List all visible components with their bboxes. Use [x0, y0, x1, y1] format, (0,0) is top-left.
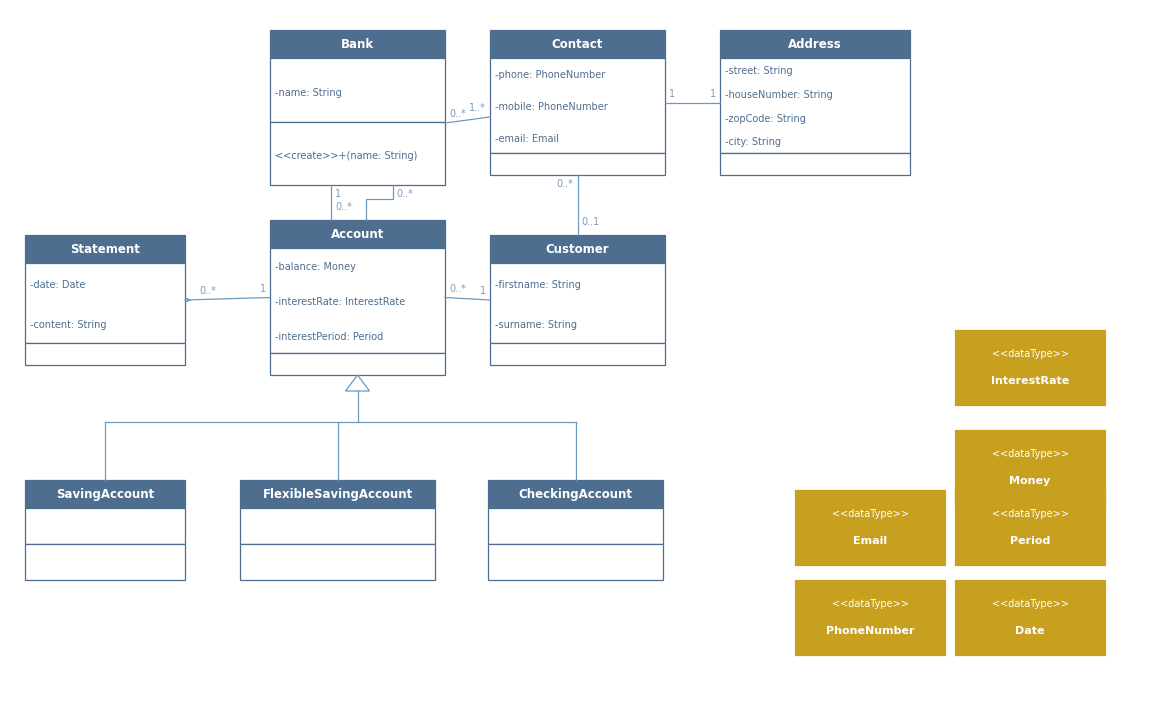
Text: <<dataType>>: <<dataType>> [992, 509, 1069, 519]
Bar [489, 263, 665, 343]
Bar [489, 30, 665, 58]
Bar [955, 330, 1105, 405]
Text: 0..*: 0..* [396, 189, 414, 199]
Bar [270, 58, 445, 122]
Bar [795, 490, 944, 565]
Text: -content: String: -content: String [30, 320, 107, 330]
Polygon shape [346, 375, 370, 391]
Text: <<dataType>>: <<dataType>> [832, 509, 909, 519]
Text: -interestRate: InterestRate: -interestRate: InterestRate [275, 297, 406, 307]
Text: -city: String: -city: String [725, 137, 781, 147]
Bar [720, 153, 910, 175]
Text: -balance: Money: -balance: Money [275, 262, 356, 273]
Text: -mobile: PhoneNumber: -mobile: PhoneNumber [495, 102, 608, 112]
Text: 0..*: 0..* [336, 202, 352, 212]
Text: 1: 1 [669, 88, 676, 99]
Text: PhoneNumber: PhoneNumber [826, 626, 915, 636]
Bar [488, 544, 663, 580]
Text: -interestPeriod: Period: -interestPeriod: Period [275, 332, 384, 342]
Text: Statement: Statement [70, 242, 140, 255]
Text: InterestRate: InterestRate [990, 376, 1069, 386]
Text: Money: Money [1009, 476, 1050, 486]
Text: -date: Date: -date: Date [30, 280, 85, 290]
Bar [489, 58, 665, 153]
Bar [25, 508, 185, 544]
Text: <<create>>+(name: String): <<create>>+(name: String) [275, 152, 417, 162]
Bar [488, 508, 663, 544]
Bar [240, 508, 435, 544]
Bar [270, 353, 445, 375]
Text: <<dataType>>: <<dataType>> [992, 349, 1069, 359]
Bar [270, 122, 445, 185]
Bar [488, 480, 663, 508]
Bar [955, 490, 1105, 565]
Text: 1..*: 1..* [469, 103, 486, 113]
Text: 1: 1 [336, 189, 341, 199]
Text: Period: Period [1010, 536, 1050, 546]
Bar [489, 235, 665, 263]
Bar [270, 30, 445, 58]
Bar [489, 343, 665, 365]
Text: CheckingAccount: CheckingAccount [518, 487, 632, 500]
Bar [270, 248, 445, 353]
Bar [720, 58, 910, 153]
Text: SavingAccount: SavingAccount [56, 487, 154, 500]
Text: 0..1: 0..1 [581, 217, 600, 227]
Text: 0..*: 0..* [449, 109, 465, 119]
Text: -surname: String: -surname: String [495, 320, 577, 330]
Bar [489, 153, 665, 175]
Text: -phone: PhoneNumber: -phone: PhoneNumber [495, 70, 606, 80]
Text: <<dataType>>: <<dataType>> [832, 599, 909, 609]
Text: Bank: Bank [341, 38, 375, 51]
Bar [955, 580, 1105, 655]
Text: 1: 1 [480, 286, 486, 296]
Text: Email: Email [853, 536, 887, 546]
Bar [240, 480, 435, 508]
Text: Address: Address [788, 38, 842, 51]
Text: 0..*: 0..* [556, 179, 573, 189]
Text: Contact: Contact [552, 38, 603, 51]
Bar [795, 580, 944, 655]
Text: Account: Account [331, 228, 384, 241]
Text: Customer: Customer [546, 242, 609, 255]
Text: <<dataType>>: <<dataType>> [992, 449, 1069, 459]
Text: -zopCode: String: -zopCode: String [725, 114, 805, 123]
Text: <<dataType>>: <<dataType>> [992, 599, 1069, 609]
Text: -houseNumber: String: -houseNumber: String [725, 90, 833, 100]
Text: -firstname: String: -firstname: String [495, 280, 581, 290]
Text: -name: String: -name: String [275, 88, 341, 98]
Text: -email: Email: -email: Email [495, 133, 560, 144]
Text: 1: 1 [710, 88, 716, 99]
Bar [25, 480, 185, 508]
Bar [25, 235, 185, 263]
Text: -street: String: -street: String [725, 66, 793, 76]
Text: 0..*: 0..* [449, 283, 465, 294]
Text: 0..*: 0..* [199, 286, 216, 296]
Bar [240, 544, 435, 580]
Bar [720, 30, 910, 58]
Bar [25, 343, 185, 365]
Bar [955, 430, 1105, 505]
Bar [270, 220, 445, 248]
Text: 1: 1 [260, 283, 267, 294]
Text: Date: Date [1016, 626, 1044, 636]
Text: FlexibleSavingAccount: FlexibleSavingAccount [262, 487, 412, 500]
Bar [25, 263, 185, 343]
Bar [25, 544, 185, 580]
